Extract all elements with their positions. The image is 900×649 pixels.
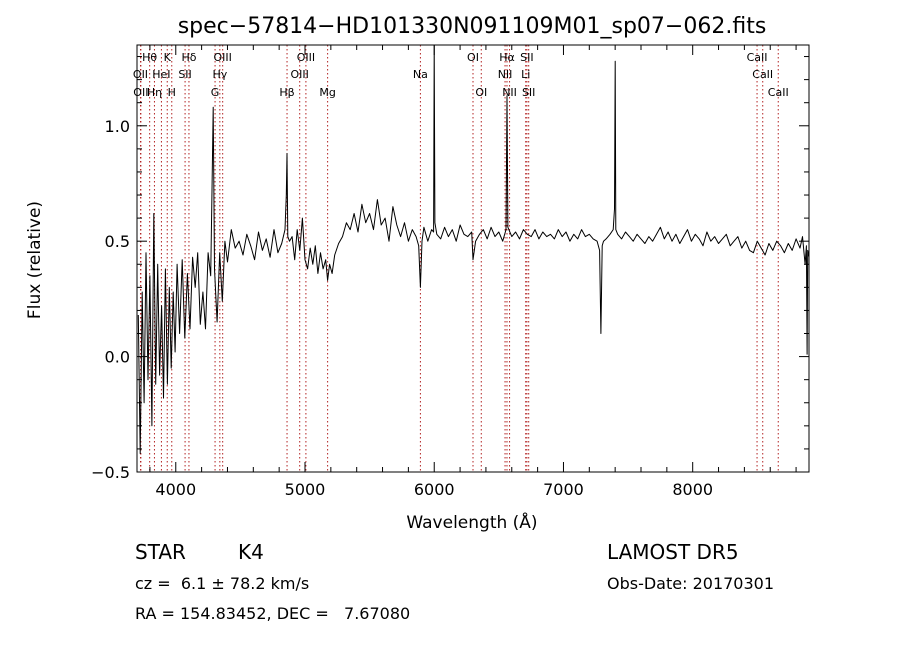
- line-label: SII: [522, 86, 535, 99]
- line-label: CaII: [752, 68, 773, 81]
- y-tick-label: −0.5: [91, 463, 130, 482]
- line-label: NII: [498, 68, 513, 81]
- line-label: NII: [502, 86, 517, 99]
- line-label: Hβ: [279, 86, 294, 99]
- line-label: Na: [413, 68, 428, 81]
- line-label: H: [168, 86, 176, 99]
- coordinates: RA = 154.83452, DEC = 7.67080: [135, 604, 411, 623]
- line-label: CaII: [768, 86, 789, 99]
- plot-frame: [136, 44, 810, 473]
- survey-name: LAMOST DR5: [607, 540, 739, 564]
- line-label: OI: [475, 86, 487, 99]
- chart-title: spec−57814−HD101330N091109M01_sp07−062.f…: [178, 14, 767, 39]
- x-tick-label: 8000: [672, 480, 713, 499]
- object-subclass: K4: [238, 540, 264, 564]
- y-tick-label: 0.0: [105, 348, 130, 367]
- x-tick-label: 5000: [285, 480, 326, 499]
- y-tick-label: 0.5: [105, 232, 130, 251]
- line-label: Hδ: [181, 51, 196, 64]
- observation-date: Obs-Date: 20170301: [607, 574, 775, 593]
- y-axis: −0.5 0.0 0.5 1.0: [91, 56, 809, 482]
- line-label: OIII: [297, 51, 315, 64]
- x-axis-label: Wavelength (Å): [406, 511, 537, 533]
- line-label: Mg: [319, 86, 335, 99]
- x-tick-label: 7000: [543, 480, 584, 499]
- x-tick-label: 4000: [155, 480, 196, 499]
- spectrum-series: [137, 44, 810, 454]
- line-label: HeI: [152, 68, 170, 81]
- redshift-value: cz = 6.1 ± 78.2 km/s: [135, 574, 310, 593]
- line-label: Li: [521, 68, 530, 81]
- line-label: SII: [520, 51, 533, 64]
- line-label: OII: [133, 86, 148, 99]
- spectrum-line: [137, 44, 810, 454]
- line-label: SII: [178, 68, 191, 81]
- y-axis-label: Flux (relative): [25, 201, 45, 319]
- line-markers: [139, 45, 779, 472]
- line-label: CaII: [747, 51, 768, 64]
- line-label: K: [164, 51, 172, 64]
- x-tick-label: 6000: [414, 480, 455, 499]
- line-label: G: [211, 86, 220, 99]
- object-class: STAR: [135, 540, 186, 564]
- line-labels: OII OII Hθ Hη HeI K H Hδ SII G OIII Hγ Hβ OIII OIII Mg N…: [133, 51, 789, 99]
- x-axis: 4000 5000 6000 7000 8000: [149, 45, 797, 499]
- line-label: Hη: [147, 86, 162, 99]
- line-label: Hγ: [212, 68, 227, 81]
- line-label: Hα: [499, 51, 515, 64]
- line-label: Hθ: [142, 51, 157, 64]
- line-label: OIII: [213, 51, 231, 64]
- line-label: OI: [467, 51, 479, 64]
- y-tick-label: 1.0: [105, 117, 130, 136]
- line-label: OIII: [291, 68, 309, 81]
- line-label: OII: [133, 68, 148, 81]
